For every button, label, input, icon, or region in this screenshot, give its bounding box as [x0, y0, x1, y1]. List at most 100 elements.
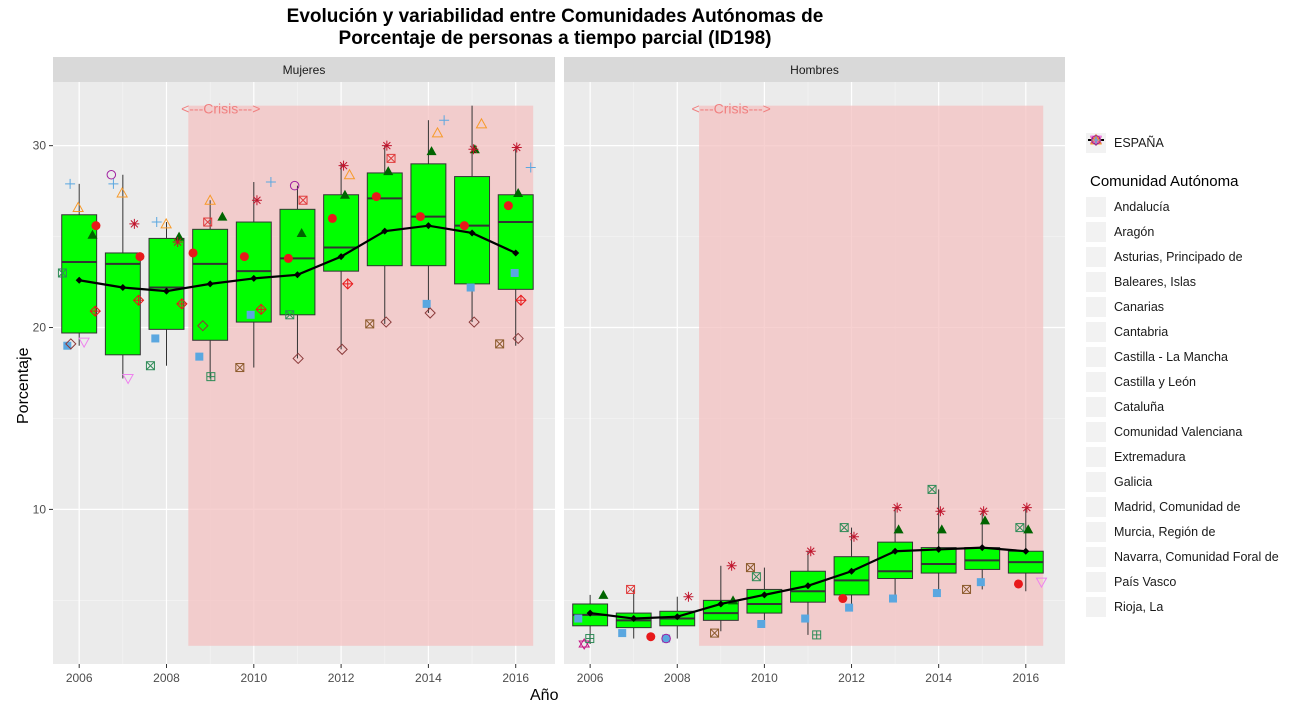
data-point — [283, 253, 293, 263]
data-point — [342, 278, 354, 290]
facet-strip — [53, 57, 555, 82]
circle-icon — [1086, 135, 1106, 617]
legend-item: Cataluña — [1086, 134, 1296, 419]
espana-point — [717, 600, 725, 608]
legend-item-label: Comunidad Valenciana — [1114, 424, 1243, 439]
legend-item-label: Castilla y León — [1114, 374, 1196, 389]
espana-point — [512, 249, 520, 257]
legend-item-label: Cataluña — [1114, 399, 1165, 414]
legend-item: Comunidad Valenciana — [1086, 135, 1296, 444]
data-point — [426, 146, 437, 156]
data-point — [381, 140, 392, 151]
legend-item-label: Extremadura — [1114, 449, 1186, 464]
data-point — [745, 563, 755, 573]
legend-item-label: Murcia, Región de — [1114, 524, 1216, 539]
data-point — [206, 372, 216, 382]
data-point — [424, 307, 436, 319]
crisis-label: <---Crisis---> — [181, 101, 260, 117]
espana-point — [586, 609, 594, 617]
legend-item-label: Baleares, Islas — [1114, 274, 1196, 289]
box-2013 — [366, 145, 403, 324]
legend-item-label: Castilla - La Mancha — [1114, 349, 1228, 364]
legend-item: Murcia, Región de — [1086, 135, 1296, 544]
box-2016 — [1007, 507, 1044, 592]
data-point — [87, 229, 98, 239]
data-point — [1013, 579, 1023, 589]
data-point — [525, 162, 536, 173]
data-point — [176, 298, 188, 310]
x-icon — [1086, 135, 1106, 542]
data-point — [475, 117, 488, 129]
square-x-icon — [1086, 135, 1106, 292]
box-body — [410, 163, 447, 267]
x-tick-label: 2014 — [415, 671, 442, 685]
legend-item: Castilla y León — [1086, 135, 1296, 394]
data-point — [812, 630, 822, 640]
legend-item: Castilla - La Mancha — [1086, 134, 1296, 369]
legend-item: Andalucía — [1086, 135, 1296, 219]
box-2009 — [702, 565, 739, 632]
circle-filled-icon — [1086, 135, 1106, 242]
legend-item-label: Aragón — [1114, 224, 1155, 239]
diamond-plus-icon — [1086, 134, 1106, 417]
espana-point — [891, 547, 899, 555]
x-tick-label: 2016 — [1012, 671, 1039, 685]
legend-title: Comunidad Autónoma — [1090, 173, 1239, 190]
legend-item-label: Canarias — [1114, 299, 1165, 314]
data-point — [89, 305, 101, 317]
data-point — [574, 614, 583, 623]
espana-point — [206, 280, 214, 288]
data-point — [936, 524, 947, 534]
data-point — [976, 578, 985, 587]
data-point — [160, 217, 172, 229]
data-point — [468, 144, 479, 155]
data-point — [511, 142, 522, 153]
data-point — [338, 160, 349, 171]
triangle-filled-icon — [1086, 135, 1106, 217]
data-point — [296, 227, 307, 237]
espana-point — [250, 274, 258, 282]
data-point — [980, 515, 991, 525]
legend-item-label: Madrid, Comunidad de — [1114, 499, 1241, 514]
espana-point — [630, 615, 638, 623]
data-point — [72, 201, 84, 212]
data-point — [246, 310, 255, 319]
data-point — [292, 352, 304, 365]
data-point — [339, 189, 350, 199]
data-point — [197, 320, 209, 332]
x-tick-label: 2010 — [751, 671, 778, 685]
data-point — [662, 634, 671, 643]
data-point — [805, 546, 816, 557]
data-point — [838, 594, 848, 604]
legend-item: Extremadura — [1086, 135, 1296, 469]
data-point — [217, 211, 228, 221]
diamond-icon — [1086, 134, 1106, 517]
espana-point — [848, 567, 856, 575]
espana-point — [75, 276, 83, 284]
star-of-david-icon — [1086, 134, 1106, 367]
data-point — [962, 584, 972, 594]
espana-point — [119, 284, 127, 292]
y-tick-label: 20 — [33, 321, 47, 335]
legend-item: Navarra, Comunidad Foral de — [1086, 135, 1296, 569]
circle-plus-icon — [1086, 135, 1106, 392]
data-point — [512, 332, 524, 345]
x-tick-label: 2008 — [153, 671, 180, 685]
espana-point — [935, 545, 943, 553]
data-point — [327, 213, 337, 223]
data-point — [383, 166, 394, 176]
data-point — [839, 523, 849, 533]
legend-item-label: Navarra, Comunidad Foral de — [1114, 549, 1279, 564]
data-point — [386, 153, 396, 163]
data-point — [343, 168, 356, 180]
square-x-icon — [1086, 135, 1106, 317]
data-point — [371, 192, 381, 202]
data-point — [893, 524, 904, 534]
data-point — [618, 629, 627, 638]
data-point — [415, 212, 425, 222]
data-point — [927, 484, 937, 494]
data-point — [710, 628, 720, 638]
chart-plot-area: Mujeres<---Crisis--->2006 2008 2010 2012 201… — [33, 57, 1065, 685]
data-point — [626, 584, 636, 594]
data-point — [365, 319, 375, 329]
